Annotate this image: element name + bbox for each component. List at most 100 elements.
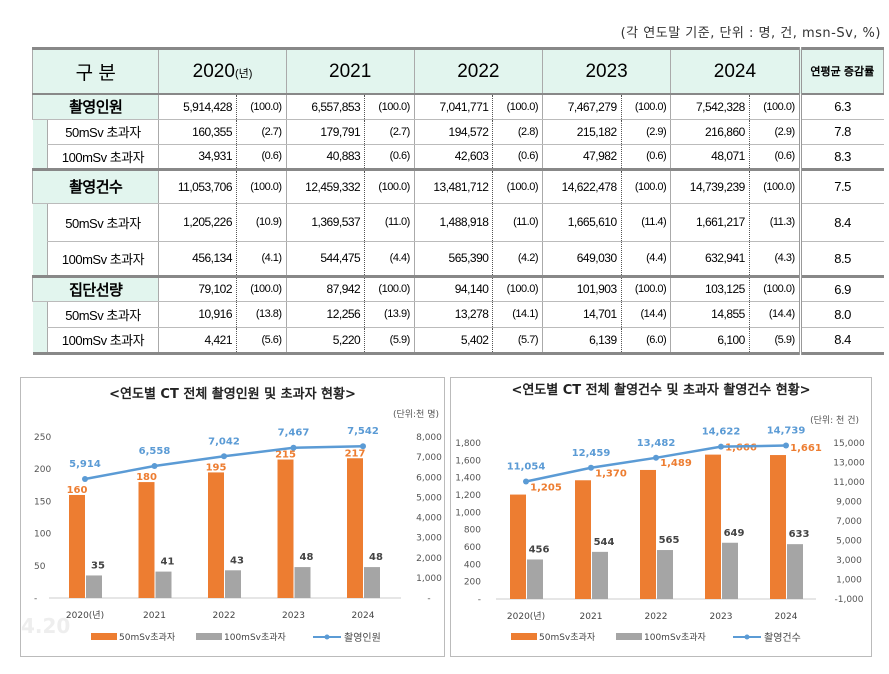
right-axis-tick: 5,000: [416, 493, 442, 503]
cell-value: 7,467,279: [541, 94, 622, 120]
bar-data-label: 1,661: [790, 443, 822, 454]
legend-label: 50mSv초과자: [539, 632, 596, 643]
right-axis-tick: 13,000: [833, 459, 865, 469]
cell-percent: (2.9): [748, 119, 801, 145]
bar-100msv: [225, 570, 241, 598]
line-point: [360, 443, 366, 450]
legend-label: 100mSv초과자: [644, 632, 707, 643]
cell-value: 40,883: [285, 144, 365, 171]
cell-percent: (100.0): [620, 169, 671, 204]
bar-100msv: [294, 567, 311, 598]
cell-percent: (100.0): [620, 276, 671, 302]
cell-value: 1,369,537: [285, 203, 365, 242]
x-axis-tick: 2022: [213, 611, 236, 621]
cell-percent: (100.0): [492, 94, 543, 120]
left-axis-tick: 200: [34, 465, 51, 475]
row-label: 50mSv 초과자: [46, 203, 159, 242]
table-row-sub: 50mSv 초과자 10,916 (13.8) 12,256 (13.9) 13,278(…: [32, 301, 884, 328]
cell-percent: (14.4): [620, 301, 671, 328]
bar-100msv: [527, 559, 543, 599]
cell-rate: 7.5: [798, 169, 884, 204]
left-axis-tick: 1,400: [455, 474, 481, 484]
header-year-2022: 2022: [413, 47, 543, 95]
cell-percent: (100.0): [748, 94, 801, 120]
bar-data-label: 41: [161, 557, 175, 568]
right-axis-tick: 6,000: [416, 473, 442, 483]
cell-rate: 8.0: [798, 301, 884, 328]
bar-data-label: 1,205: [530, 483, 562, 494]
cell-value: 11,053,706: [158, 169, 237, 204]
unit-note: (각 연도말 기준, 단위 : 명, 건, msn-Sv, %): [620, 26, 881, 41]
line-point: [82, 475, 88, 482]
legend-label: 50mSv초과자: [119, 632, 176, 643]
left-axis-tick: 600: [464, 543, 481, 553]
cell-value: 47,982: [541, 144, 622, 171]
bar-50msv: [705, 454, 721, 599]
cell-percent: (5.7): [492, 327, 543, 355]
legend-swatch-100msv: [616, 633, 642, 640]
row-indent: [32, 301, 47, 327]
chart-title: <연도별 CT 전체 촬영건수 및 초과자 촬영건수 현황>: [511, 382, 810, 398]
bar-data-label: 456: [529, 544, 550, 555]
line-data-label: 12,459: [572, 448, 611, 459]
right-axis-tick: 7,000: [416, 453, 442, 463]
row-indent: [32, 241, 47, 278]
right-axis-tick: 1,000: [836, 576, 862, 586]
cell-percent: (11.0): [492, 203, 543, 242]
left-axis-tick: 1,600: [455, 456, 481, 466]
bar-data-label: 43: [230, 555, 244, 566]
bar-data-label: 1,666: [725, 443, 757, 454]
cell-percent: (100.0): [364, 94, 415, 120]
left-axis-tick: 50: [34, 562, 46, 572]
bar-data-label: 565: [659, 535, 680, 546]
chart-unit: (단위: 천 건): [810, 415, 859, 426]
line-point: [588, 464, 594, 471]
cell-value: 34,931: [158, 144, 237, 171]
cell-value: 456,134: [158, 241, 237, 278]
bar-100msv: [787, 544, 803, 599]
chart-exams-svg: <연도별 CT 전체 촬영건수 및 초과자 촬영건수 현황> (단위: 천 건) -…: [455, 382, 865, 644]
legend-swatch-50msv: [511, 633, 537, 640]
bar-data-label: 195: [206, 462, 227, 473]
table-row-sub: 50mSv 초과자 160,355 (2.7) 179,791 (2.7) 194,572…: [32, 119, 884, 145]
right-axis-tick: 8,000: [416, 433, 442, 443]
cell-percent: (100.0): [364, 169, 415, 204]
bar-data-label: 215: [275, 450, 296, 461]
table-row-main: 촬영인원 5,914,428 (100.0) 6,557,853 (100.0) 7,04…: [31, 94, 884, 120]
cell-percent: (4.2): [492, 241, 543, 278]
right-axis-tick: 9,000: [836, 498, 862, 508]
cell-rate: 8.4: [798, 327, 884, 355]
x-axis-tick: 2024: [352, 611, 375, 621]
table-row-sub: 100mSv 초과자 4,421 (5.6) 5,220 (5.9) 5,402 (5.7)…: [32, 327, 884, 355]
cell-value: 79,102: [158, 276, 237, 302]
bar-data-label: 48: [369, 552, 383, 563]
chart-patients: <연도별 CT 전체 촬영인원 및 초과자 현황> (단위:천 명) - 50 100 1…: [20, 377, 445, 657]
chart-exams: <연도별 CT 전체 촬영건수 및 초과자 촬영건수 현황> (단위: 천 건) -…: [450, 377, 872, 657]
year-suffix: (년): [234, 67, 253, 80]
bar-50msv: [770, 455, 786, 599]
cell-rate: 8.3: [798, 144, 884, 171]
line-point: [523, 478, 529, 485]
x-axis-tick: 2020(년): [507, 611, 545, 622]
cell-percent: (2.9): [620, 119, 671, 145]
bar-50msv: [575, 480, 591, 599]
cell-percent: (0.6): [492, 144, 543, 171]
cell-percent: (4.4): [620, 241, 671, 278]
row-label: 100mSv 초과자: [46, 144, 159, 171]
left-axis-tick: 400: [464, 560, 481, 570]
line-point: [783, 442, 789, 449]
cell-percent: (100.0): [364, 276, 415, 302]
right-axis-tick: -1,000: [834, 595, 863, 605]
left-axis-tick: 1,800: [455, 439, 481, 449]
cell-percent: (100.0): [748, 169, 801, 204]
legend-label: 100mSv초과자: [224, 632, 287, 643]
cell-percent: (4.4): [364, 241, 415, 278]
cell-value: 1,205,226: [158, 203, 237, 242]
cell-percent: (10.9): [236, 203, 287, 242]
right-axis-tick: 4,000: [416, 514, 442, 524]
cell-value: 5,914,428: [158, 94, 237, 120]
row-label: 촬영인원: [31, 94, 159, 120]
line-data-label: 7,542: [347, 426, 379, 437]
bar-data-label: 649: [724, 528, 745, 539]
right-axis-tick: 1,000: [416, 574, 442, 584]
